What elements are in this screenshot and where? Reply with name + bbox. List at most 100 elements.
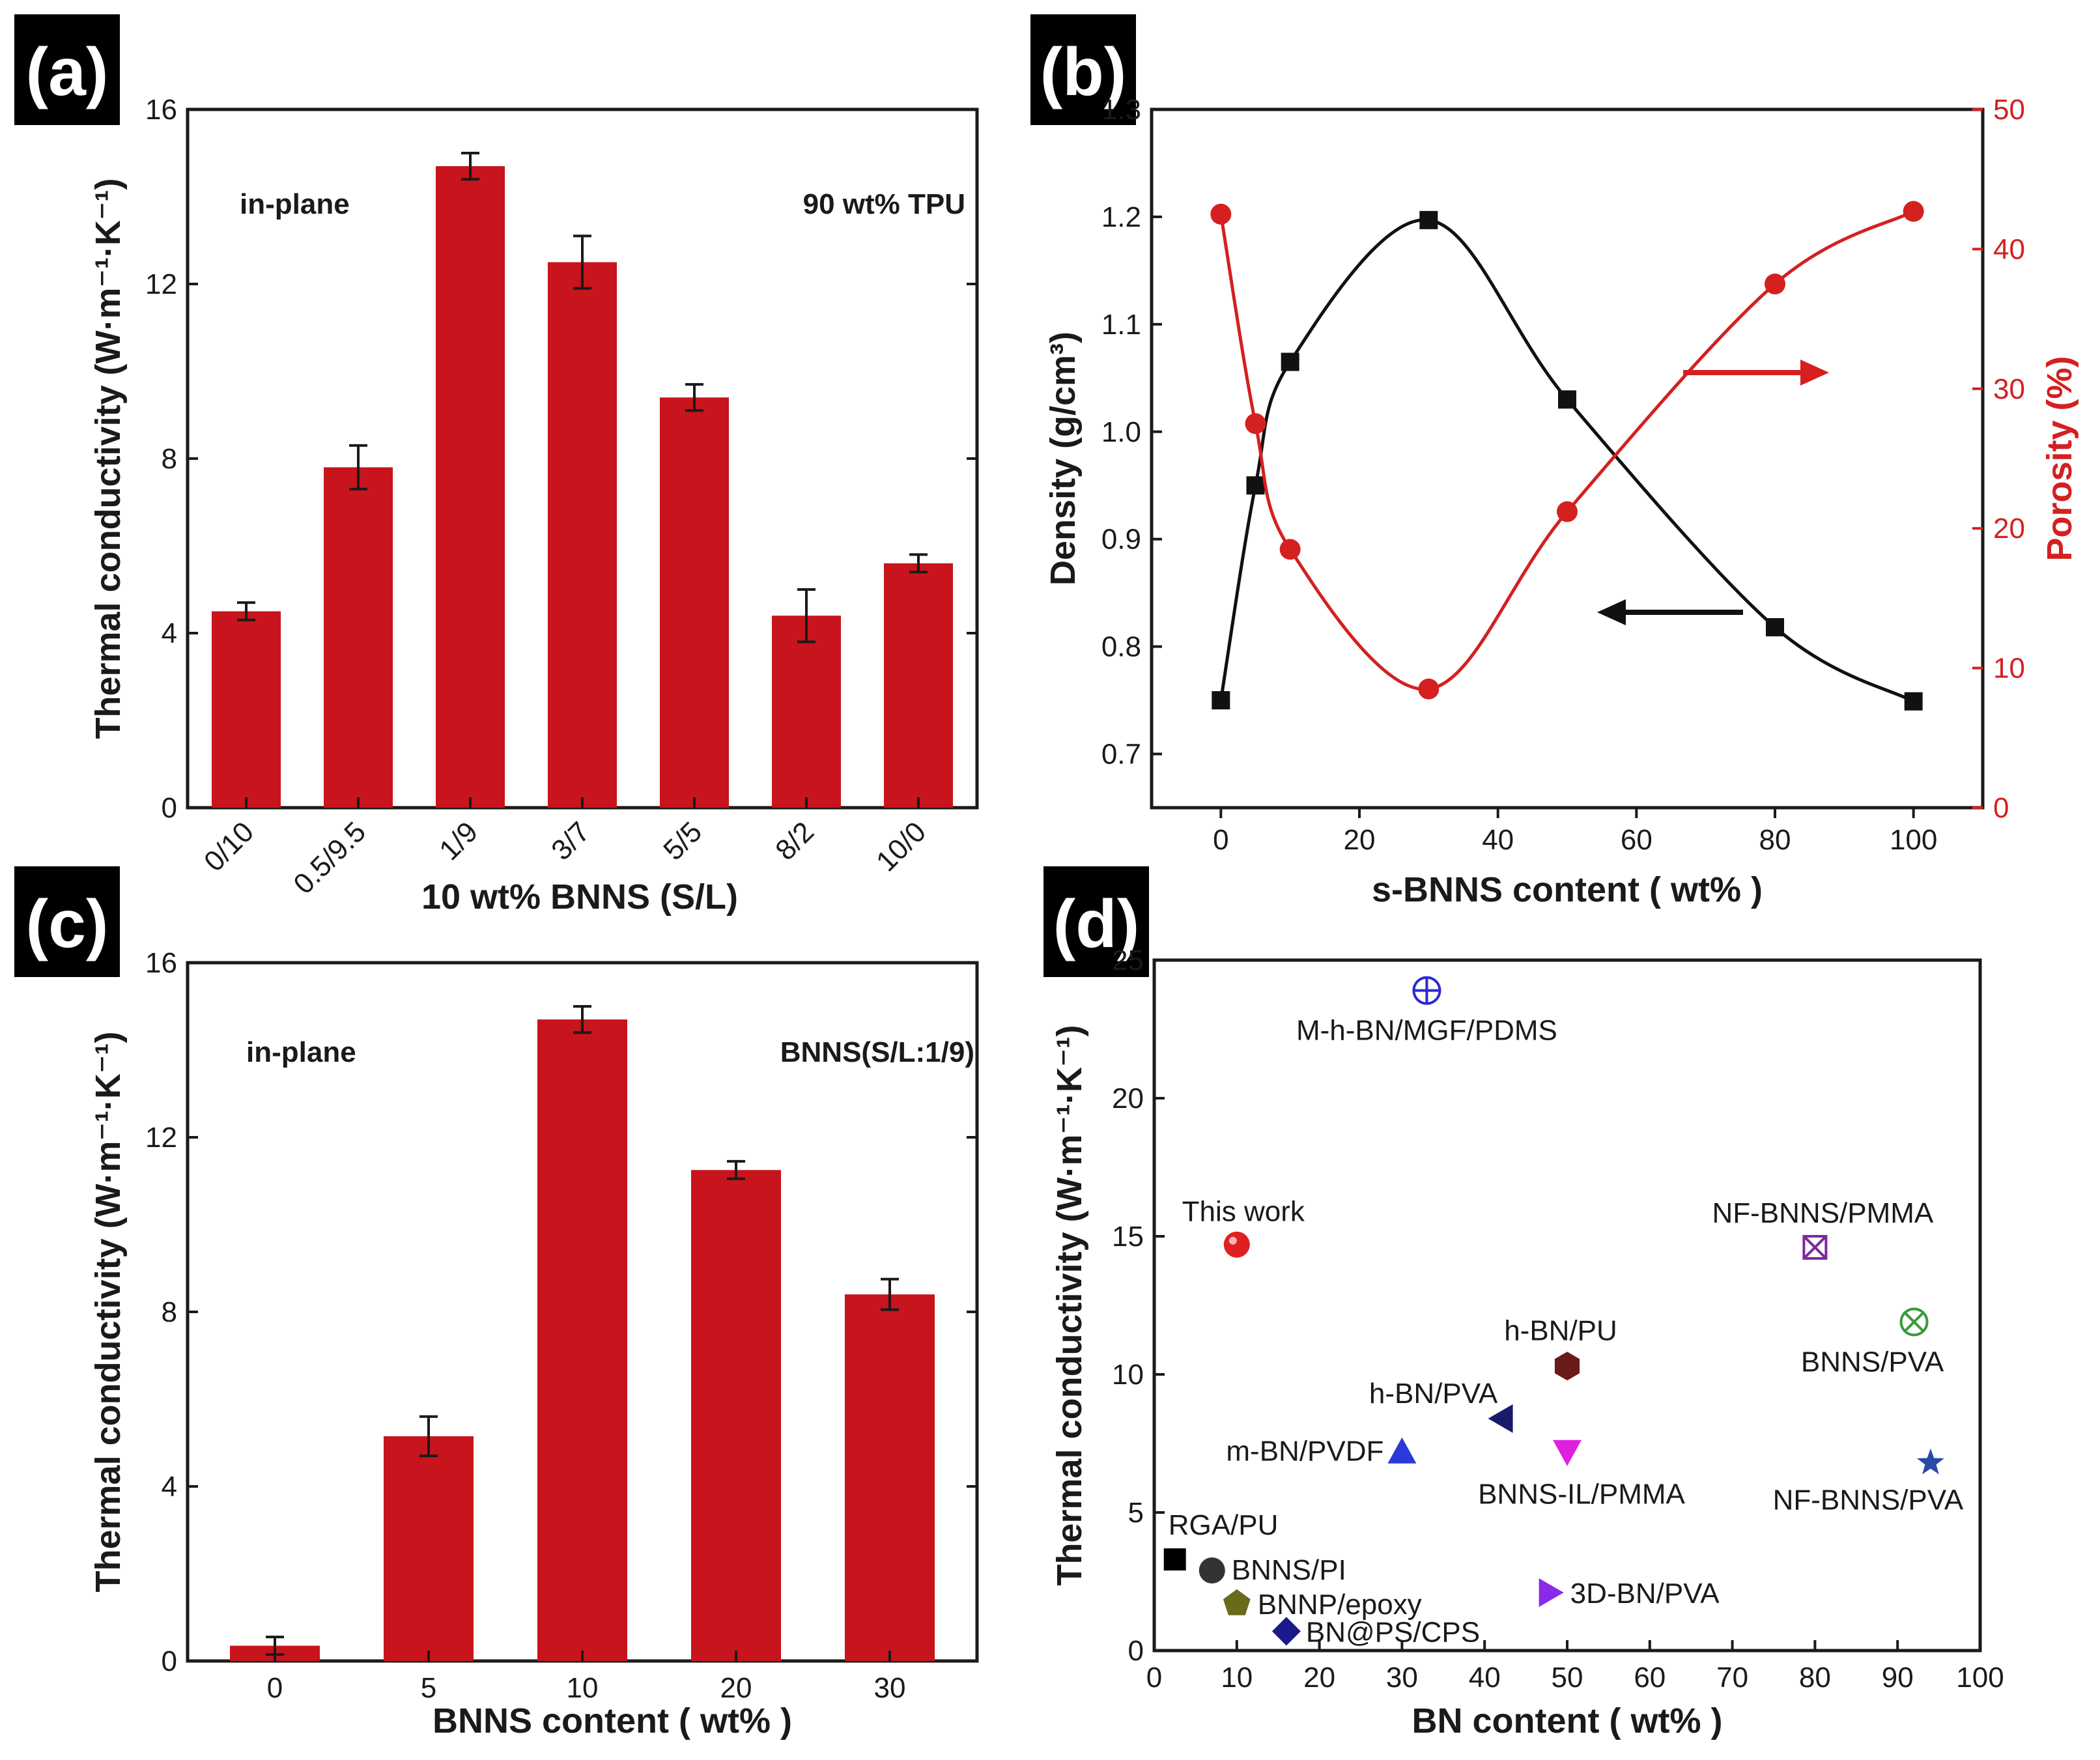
- panel-b-line-chart: 0.7 0.8 0.9 1.0 1.1 1.2 1.3 0 10 20 30 40 50 0 20 40 6…: [1043, 94, 2079, 909]
- b-porosity-point: [1418, 678, 1440, 700]
- panel-label-b-text: (b): [1040, 35, 1127, 110]
- d-x-tick-label: 30: [1386, 1662, 1418, 1694]
- d-point-bn-ps-cps-marker: [1271, 1617, 1301, 1646]
- d-point-bnns-pva: BNNS/PVA: [1801, 1307, 1944, 1378]
- a-y-tick-label: 8: [162, 443, 177, 475]
- panel-d-plot-frame: [1152, 958, 1982, 1653]
- d-x-tick-label: 50: [1552, 1662, 1583, 1694]
- d-point-3d-bn-pva-marker: [1539, 1578, 1564, 1607]
- panel-label-a: (a): [14, 14, 120, 125]
- b-density-point: [1281, 352, 1299, 371]
- b-left-y-tick-label: 0.7: [1101, 739, 1141, 771]
- b-right-y-tick-label: 20: [1993, 513, 2025, 545]
- a-bar: [324, 467, 393, 808]
- a-y-tick-label: 16: [145, 94, 177, 126]
- panel-b-plot-frame: [1150, 107, 1985, 810]
- c-y-tick-label: 12: [145, 1122, 177, 1154]
- panel-d-x-axis-title: BN content ( wt% ): [1412, 1701, 1723, 1740]
- d-point-h-bn-pu: h-BN/PU: [1504, 1314, 1617, 1381]
- d-point-this-work: This work: [1182, 1196, 1305, 1258]
- d-point-h-bn-pu-marker: [1554, 1352, 1580, 1381]
- b-porosity-point: [1765, 274, 1785, 294]
- b-x-tick-label: 0: [1213, 824, 1228, 856]
- panel-b-arrow-right-porosity: [1683, 360, 1829, 386]
- panel-label-d-text: (d): [1053, 887, 1140, 962]
- b-porosity-point: [1279, 539, 1301, 560]
- d-y-tick-label: 10: [1112, 1359, 1144, 1391]
- panel-label-b: (b): [1030, 14, 1136, 125]
- panel-b-series: [1210, 201, 1924, 711]
- c-y-tick-label: 8: [162, 1296, 177, 1328]
- a-x-tick-label: 0/10: [198, 816, 260, 877]
- c-y-tick-label: 0: [162, 1645, 177, 1677]
- panel-a-bars: [212, 152, 953, 808]
- d-point-m-bn-pvdf-label: m-BN/PVDF: [1226, 1436, 1383, 1468]
- d-point-bnnp-epoxy-marker: [1223, 1589, 1251, 1615]
- d-point-nf-bnns-pmma-label: NF-BNNS/PMMA: [1712, 1197, 1934, 1229]
- panel-a-annotation-tpu: 90 wt% TPU: [803, 188, 965, 220]
- c-bar: [537, 1019, 627, 1661]
- d-x-tick-label: 20: [1303, 1662, 1335, 1694]
- a-bar: [884, 563, 953, 808]
- a-bar: [212, 611, 281, 808]
- c-x-tick-label: 10: [567, 1672, 599, 1704]
- b-left-y-tick-label: 1.3: [1101, 94, 1141, 126]
- d-point-bnns-il-pmma: BNNS-IL/PMMA: [1478, 1440, 1686, 1511]
- d-point-h-bn-pva-label: h-BN/PVA: [1369, 1378, 1498, 1410]
- a-bar: [772, 616, 841, 808]
- panel-c-annotation-bnns: BNNS(S/L:1/9): [780, 1036, 974, 1068]
- d-point-nf-bnns-pmma-marker-cross: [1802, 1235, 1827, 1260]
- d-x-tick-label: 0: [1146, 1662, 1162, 1694]
- d-point-bnns-pi-label: BNNS/PI: [1232, 1554, 1346, 1586]
- d-point-m-h-bn-mgf-pdms-marker-cross: [1413, 977, 1440, 1004]
- b-right-y-tick-label: 10: [1993, 653, 2025, 685]
- c-x-tick-label: 30: [874, 1672, 906, 1704]
- a-x-tick-label: 3/7: [545, 816, 596, 866]
- b-x-tick-label: 60: [1621, 824, 1653, 856]
- d-point-bnns-pva-label: BNNS/PVA: [1801, 1346, 1944, 1378]
- d-point-this-work-marker: [1223, 1231, 1250, 1258]
- d-x-tick-label: 10: [1221, 1662, 1253, 1694]
- d-x-tick-label: 90: [1882, 1662, 1914, 1694]
- b-left-y-tick-label: 1.1: [1101, 309, 1141, 341]
- d-point-bnns-il-pmma-marker: [1553, 1440, 1582, 1466]
- panel-c-y-axis-title: Thermal conductivity (W·m⁻¹·K⁻¹): [89, 1032, 128, 1593]
- d-point-h-bn-pva: h-BN/PVA: [1369, 1378, 1513, 1433]
- d-point-m-bn-pvdf-marker: [1387, 1437, 1417, 1464]
- b-left-y-tick-label: 0.8: [1101, 631, 1141, 663]
- a-x-tick-label: 8/2: [769, 816, 820, 866]
- panel-d-x-ticks: 0 10 20 30 40 50 60 70 80 90 100: [1146, 1640, 2004, 1694]
- panel-c-x-axis-title: BNNS content ( wt% ): [433, 1701, 792, 1740]
- b-left-y-tick-label: 1.0: [1101, 416, 1141, 448]
- panel-label-c-text: (c): [25, 887, 108, 962]
- c-x-tick-label: 0: [267, 1672, 283, 1704]
- d-point-rga-pu: RGA/PU: [1163, 1509, 1278, 1571]
- d-x-tick-label: 80: [1799, 1662, 1831, 1694]
- panel-label-a-text: (a): [25, 35, 108, 110]
- c-bar: [845, 1294, 935, 1661]
- panel-d-scatter-chart: 0 5 10 15 20 25 0 10 20 30 40 50 60 70 80 90 100 M-h-BN…: [1050, 944, 2004, 1740]
- panel-label-d-bg: [1043, 866, 1149, 977]
- b-x-tick-label: 40: [1482, 824, 1514, 856]
- c-bar: [691, 1170, 781, 1661]
- d-point-bnns-il-pmma-label: BNNS-IL/PMMA: [1478, 1479, 1685, 1511]
- b-series-line-porosity: [1219, 210, 1914, 691]
- d-point-nf-bnns-pva-marker: [1917, 1448, 1944, 1475]
- panel-a-x-axis-title: 10 wt% BNNS (S/L): [421, 877, 738, 916]
- panel-d-y-ticks: 0 5 10 15 20 25: [1112, 944, 1165, 1667]
- d-y-tick-label: 20: [1112, 1083, 1144, 1114]
- a-x-tick-label: 1/9: [433, 816, 484, 866]
- d-y-tick-label: 0: [1128, 1635, 1144, 1667]
- d-x-tick-label: 40: [1469, 1662, 1501, 1694]
- b-right-y-tick-label: 30: [1993, 373, 2025, 405]
- b-x-tick-label: 80: [1759, 824, 1791, 856]
- panel-a-y-ticks: 0 4 8 12 16: [145, 94, 977, 824]
- c-bar: [384, 1436, 474, 1661]
- panel-b-left-y-axis-title: Density (g/cm³): [1043, 332, 1083, 586]
- d-point-bnns-pva-marker-cross: [1904, 1312, 1924, 1332]
- a-bar: [548, 262, 617, 808]
- d-point-nf-bnns-pva: NF-BNNS/PVA: [1773, 1448, 1964, 1516]
- c-x-tick-label: 20: [720, 1672, 752, 1704]
- a-bar: [436, 166, 505, 808]
